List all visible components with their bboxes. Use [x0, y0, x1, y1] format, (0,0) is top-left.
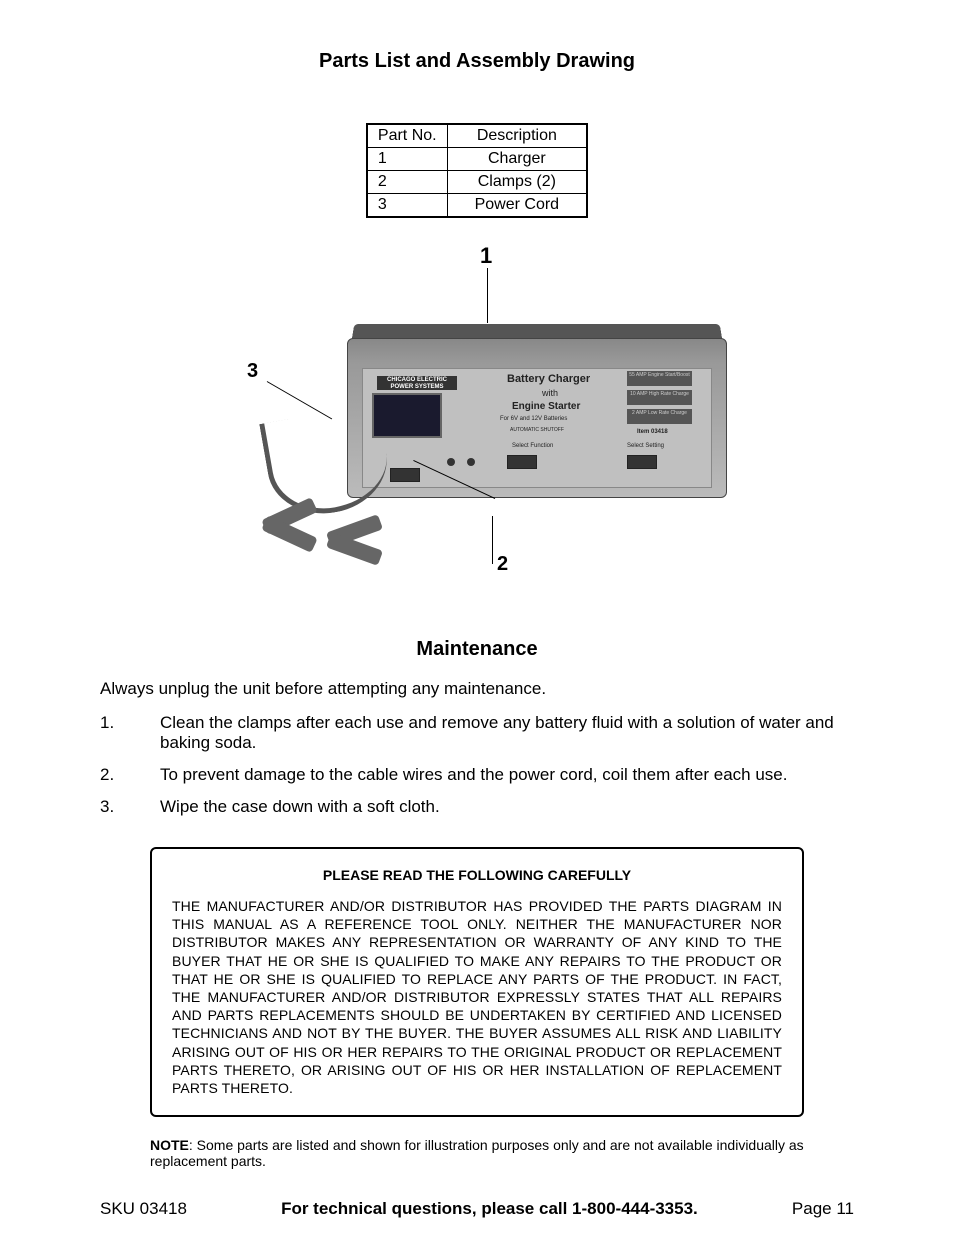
amp-2: 2 AMP Low Rate Charge [627, 409, 692, 424]
table-cell: Charger [447, 148, 587, 171]
label-select-setting: Select Setting [627, 443, 664, 449]
note-bold: NOTE [150, 1137, 189, 1153]
list-num: 1. [100, 713, 160, 753]
label-battery-charger: Battery Charger [507, 373, 590, 385]
table-cell: 2 [367, 171, 447, 194]
table-row: 3 Power Cord [367, 194, 587, 218]
maintenance-list: 1. Clean the clamps after each use and r… [100, 713, 854, 817]
table-cell: 1 [367, 148, 447, 171]
led-1 [447, 458, 455, 466]
list-num: 2. [100, 765, 160, 785]
list-text: Clean the clamps after each use and remo… [160, 713, 854, 753]
note-text: NOTE: Some parts are listed and shown fo… [150, 1137, 804, 1169]
parts-table: Part No. Description 1 Charger 2 Clamps … [366, 123, 588, 218]
maintenance-intro: Always unplug the unit before attempting… [100, 679, 854, 699]
note-body: : Some parts are listed and shown for il… [150, 1137, 804, 1169]
list-text: To prevent damage to the cable wires and… [160, 765, 787, 785]
label-with: with [542, 388, 558, 398]
warning-title: PLEASE READ THE FOLLOWING CAREFULLY [172, 867, 782, 883]
table-row: 2 Clamps (2) [367, 171, 587, 194]
table-cell: Power Cord [447, 194, 587, 218]
page-title: Parts List and Assembly Drawing [100, 50, 854, 73]
callout-line [492, 516, 493, 564]
maintenance-title: Maintenance [100, 638, 854, 661]
list-num: 3. [100, 797, 160, 817]
label-item: Item 03418 [637, 429, 668, 435]
footer-sku: SKU 03418 [100, 1199, 187, 1219]
switch-1 [390, 468, 420, 482]
switch-2 [507, 455, 537, 469]
list-item: 3. Wipe the case down with a soft cloth. [100, 797, 854, 817]
switch-3 [627, 455, 657, 469]
callout-3: 3 [247, 360, 258, 383]
assembly-diagram: CHICAGO ELECTRICPOWER SYSTEMS Battery Ch… [207, 238, 747, 608]
table-cell: Clamps (2) [447, 171, 587, 194]
list-item: 1. Clean the clamps after each use and r… [100, 713, 854, 753]
callout-2: 2 [497, 553, 508, 576]
label-voltage: For 6V and 12V Batteries [500, 416, 567, 422]
clamp-2 [327, 513, 407, 563]
label-select-function: Select Function [512, 443, 553, 449]
warning-box: PLEASE READ THE FOLLOWING CAREFULLY THE … [150, 847, 804, 1117]
table-cell: 3 [367, 194, 447, 218]
callout-line [267, 381, 332, 419]
page-footer: SKU 03418 For technical questions, pleas… [100, 1199, 854, 1219]
table-row: 1 Charger [367, 148, 587, 171]
label-engine-starter: Engine Starter [512, 401, 580, 412]
list-item: 2. To prevent damage to the cable wires … [100, 765, 854, 785]
table-header: Description [447, 124, 587, 148]
led-2 [467, 458, 475, 466]
amp-10: 10 AMP High Rate Charge [627, 390, 692, 405]
table-header: Part No. [367, 124, 447, 148]
amp-55: 55 AMP Engine Start/Boost [627, 371, 692, 386]
callout-1: 1 [480, 243, 492, 269]
label-auto: AUTOMATIC SHUTOFF [510, 427, 564, 433]
brand-label: CHICAGO ELECTRICPOWER SYSTEMS [377, 376, 457, 390]
callout-line [487, 268, 488, 323]
list-text: Wipe the case down with a soft cloth. [160, 797, 440, 817]
warning-text: THE MANUFACTURER AND/OR DISTRIBUTOR HAS … [172, 897, 782, 1097]
footer-phone: For technical questions, please call 1-8… [281, 1199, 698, 1219]
footer-page: Page 11 [792, 1199, 854, 1219]
